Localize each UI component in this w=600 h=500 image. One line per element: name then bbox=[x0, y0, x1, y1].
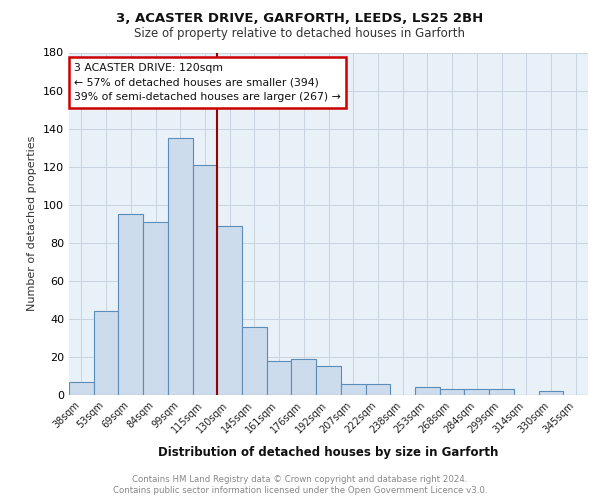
Text: 3 ACASTER DRIVE: 120sqm
← 57% of detached houses are smaller (394)
39% of semi-d: 3 ACASTER DRIVE: 120sqm ← 57% of detache… bbox=[74, 63, 341, 102]
Bar bbox=[316, 366, 341, 395]
Bar bbox=[143, 222, 168, 395]
Bar bbox=[341, 384, 365, 395]
Bar bbox=[539, 391, 563, 395]
Bar bbox=[118, 214, 143, 395]
Bar bbox=[193, 165, 217, 395]
Bar bbox=[464, 390, 489, 395]
Bar bbox=[168, 138, 193, 395]
Text: Size of property relative to detached houses in Garforth: Size of property relative to detached ho… bbox=[134, 28, 466, 40]
Bar bbox=[415, 388, 440, 395]
Bar bbox=[267, 361, 292, 395]
Bar bbox=[242, 326, 267, 395]
Text: 3, ACASTER DRIVE, GARFORTH, LEEDS, LS25 2BH: 3, ACASTER DRIVE, GARFORTH, LEEDS, LS25 … bbox=[116, 12, 484, 26]
Bar bbox=[69, 382, 94, 395]
Bar bbox=[489, 390, 514, 395]
Text: Contains HM Land Registry data © Crown copyright and database right 2024.: Contains HM Land Registry data © Crown c… bbox=[132, 475, 468, 484]
Bar bbox=[292, 359, 316, 395]
Text: Contains public sector information licensed under the Open Government Licence v3: Contains public sector information licen… bbox=[113, 486, 487, 495]
X-axis label: Distribution of detached houses by size in Garforth: Distribution of detached houses by size … bbox=[158, 446, 499, 459]
Y-axis label: Number of detached properties: Number of detached properties bbox=[28, 136, 37, 312]
Bar bbox=[217, 226, 242, 395]
Bar bbox=[365, 384, 390, 395]
Bar bbox=[440, 390, 464, 395]
Bar bbox=[94, 312, 118, 395]
